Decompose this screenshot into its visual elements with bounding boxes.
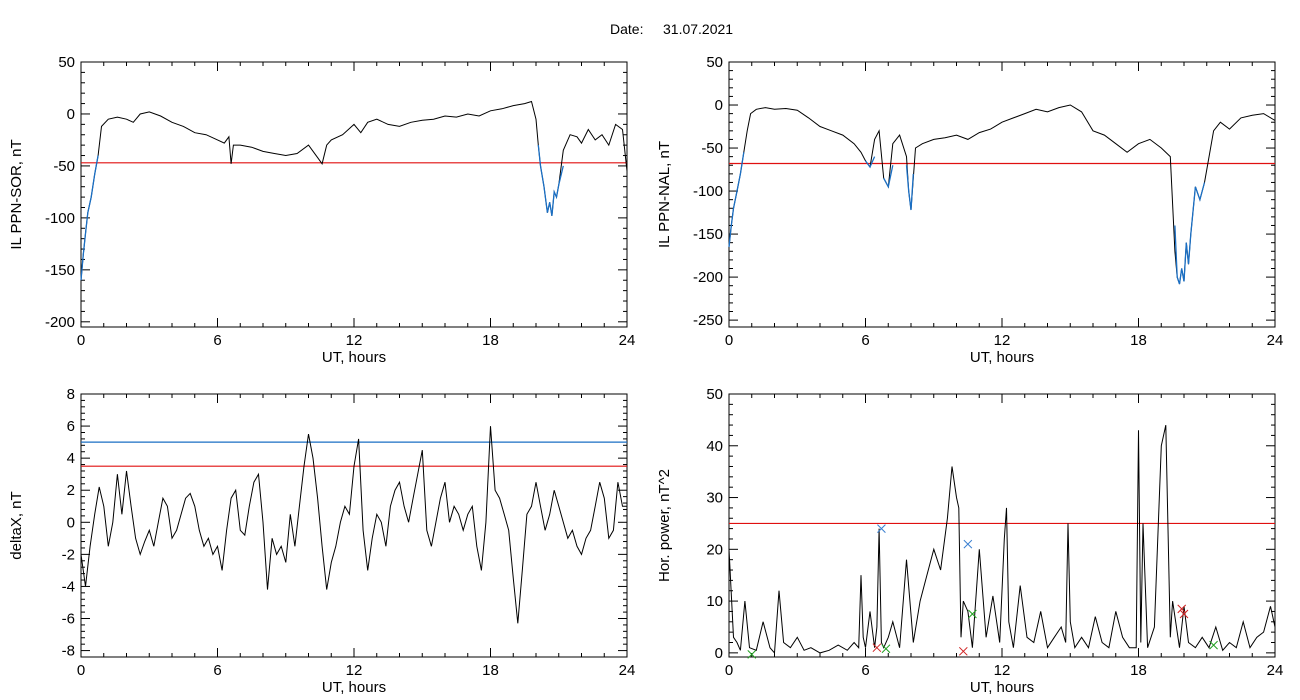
x-tick-label: 24 — [1267, 662, 1284, 679]
highlight-segment — [537, 145, 564, 216]
x-tick-label: 24 — [619, 332, 636, 349]
x-tick-label: 18 — [482, 662, 499, 679]
x-tick-label: 12 — [994, 662, 1011, 679]
data-series-line — [728, 424, 1276, 655]
x-tick-label: 0 — [77, 662, 85, 679]
marker-green — [968, 609, 977, 619]
marker-green — [881, 644, 891, 654]
y-tick-label: 2 — [67, 482, 75, 499]
y-tick-label: -150 — [45, 262, 75, 279]
highlight-segment — [864, 156, 876, 169]
plot-frame — [728, 393, 1276, 658]
x-tick-label: 6 — [213, 332, 221, 349]
date-value: 31.07.2021 — [663, 21, 733, 37]
y-tick-label: -200 — [693, 269, 723, 286]
y-tick-label: -250 — [693, 312, 723, 329]
date-label: Date: — [610, 21, 643, 37]
highlight-segment — [905, 165, 914, 211]
y-tick-label: 8 — [67, 386, 75, 403]
marker-green — [747, 650, 757, 659]
marker-stroke — [963, 539, 973, 549]
highlight-segment — [883, 165, 894, 189]
y-tick-label: 4 — [67, 450, 75, 467]
marker-green — [1209, 640, 1218, 650]
marker-stroke — [958, 646, 968, 656]
y-tick-label: -50 — [53, 158, 75, 175]
y-tick-label: -2 — [62, 546, 75, 563]
x-tick-label: 0 — [725, 332, 733, 349]
x-tick-label: 24 — [1267, 332, 1284, 349]
marker-stroke — [1177, 604, 1187, 614]
y-tick-label: 20 — [706, 541, 723, 558]
x-tick-label: 0 — [725, 662, 733, 679]
x-axis-label: UT, hours — [970, 679, 1034, 696]
y-tick-label: -100 — [693, 183, 723, 200]
marker-red — [872, 643, 882, 653]
panel-ppn-nal: 0 6 12 18 24 50 0 -50 -100 -150 -200 -250 UT, hours I… — [656, 54, 1283, 366]
y-tick-label: -150 — [693, 226, 723, 243]
marker-red — [958, 646, 968, 656]
x-axis-label: UT, hours — [322, 349, 386, 366]
x-tick-label: 18 — [1130, 332, 1147, 349]
x-tick-label: 6 — [861, 662, 869, 679]
marker-red — [1179, 609, 1189, 619]
y-tick-label: 50 — [706, 54, 723, 71]
y-axis-label: IL PPN-SOR, nT — [8, 139, 25, 249]
x-tick-label: 12 — [346, 332, 363, 349]
marker-stroke — [1179, 609, 1189, 619]
plot-frame — [80, 393, 628, 658]
y-tick-label: -6 — [62, 611, 75, 628]
highlight-segment — [728, 152, 745, 248]
x-tick-label: 12 — [346, 662, 363, 679]
y-tick-label: 30 — [706, 490, 723, 507]
y-tick-label: 50 — [706, 386, 723, 403]
x-tick-label: 6 — [213, 662, 221, 679]
x-tick-label: 6 — [861, 332, 869, 349]
y-axis-label: deltaX, nT — [8, 491, 25, 559]
panel-ppn-sor: 0 6 12 18 24 50 0 -50 -100 -150 -200 UT, hours IL PP… — [8, 54, 635, 366]
y-tick-label: -4 — [62, 578, 75, 595]
marker-blue — [963, 539, 973, 549]
marker-stroke — [747, 650, 757, 659]
y-axis-label: Hor. power, nT^2 — [656, 469, 673, 582]
marker-stroke — [1209, 640, 1218, 650]
marker-stroke — [968, 609, 977, 619]
y-tick-label: -200 — [45, 314, 75, 331]
x-tick-label: 24 — [619, 662, 636, 679]
y-tick-label: 0 — [67, 514, 75, 531]
x-axis-label: UT, hours — [322, 679, 386, 696]
y-tick-label: -100 — [45, 210, 75, 227]
panel-deltax: 0 6 12 18 24 8 6 4 2 0 -2 -4 -6 -8 UT, hours deltaX, nT — [8, 386, 635, 696]
y-tick-label: 10 — [706, 593, 723, 610]
panel-hor-power: 0 6 12 18 24 50 40 30 20 10 0 UT, hours Hor. power, … — [656, 386, 1283, 696]
y-tick-label: -8 — [62, 643, 75, 660]
x-tick-label: 18 — [482, 332, 499, 349]
y-tick-label: -50 — [701, 140, 723, 157]
marker-red — [1177, 604, 1187, 614]
y-tick-label: 0 — [715, 97, 723, 114]
plot-frame — [728, 61, 1276, 328]
highlight-segment — [80, 155, 99, 281]
data-series-line — [728, 104, 1276, 285]
marker-stroke — [872, 643, 882, 653]
data-series-line — [80, 426, 627, 624]
y-tick-label: 40 — [706, 438, 723, 455]
y-tick-label: 0 — [715, 645, 723, 662]
y-axis-label: IL PPN-NAL, nT — [656, 141, 673, 248]
marker-stroke — [877, 524, 886, 533]
x-tick-label: 0 — [77, 332, 85, 349]
x-tick-label: 18 — [1130, 662, 1147, 679]
marker-blue — [877, 524, 886, 533]
x-tick-label: 12 — [994, 332, 1011, 349]
y-tick-label: 6 — [67, 418, 75, 435]
y-tick-label: 0 — [67, 106, 75, 123]
highlight-segment — [1174, 182, 1206, 285]
marker-stroke — [881, 644, 891, 654]
y-tick-label: 50 — [58, 54, 75, 71]
x-axis-label: UT, hours — [970, 349, 1034, 366]
